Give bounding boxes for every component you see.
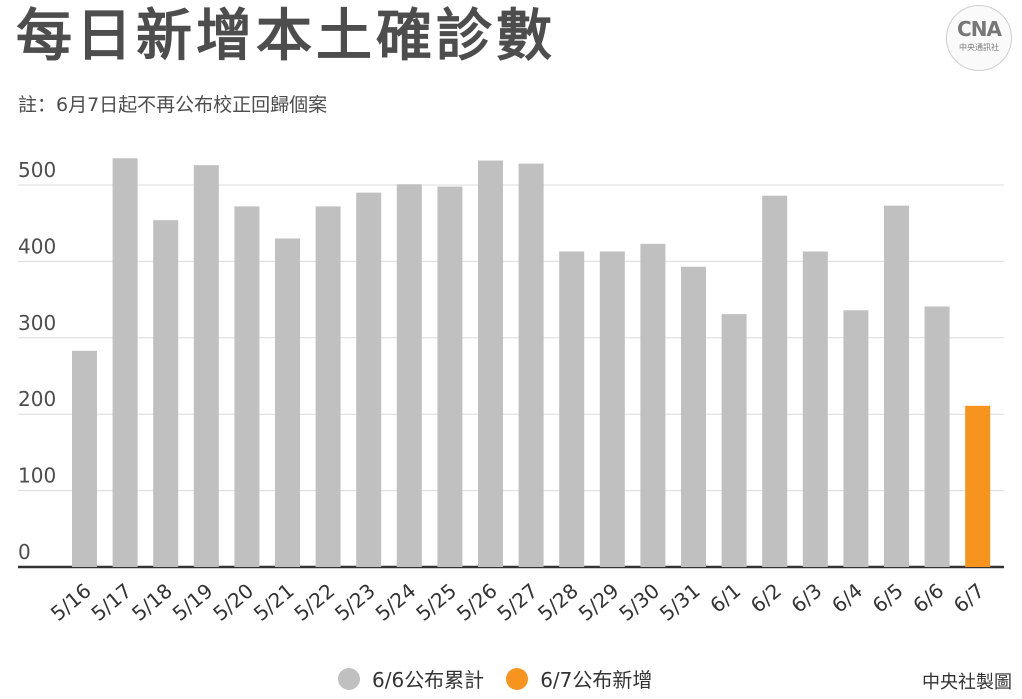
x-tick-label: 5/31 bbox=[655, 578, 705, 625]
x-tick-label: 6/1 bbox=[705, 578, 745, 617]
y-tick-label: 400 bbox=[18, 234, 56, 258]
x-tick-label: 6/6 bbox=[908, 578, 948, 617]
y-tick-label: 200 bbox=[18, 387, 56, 411]
bar-5-20 bbox=[234, 206, 260, 567]
bar-5-23 bbox=[356, 192, 382, 567]
bar-5-22 bbox=[315, 206, 341, 567]
bar-6-1 bbox=[721, 314, 747, 567]
bars bbox=[72, 158, 991, 568]
legend-label-cumulative: 6/6公布累計 bbox=[372, 668, 485, 692]
bar-6-7-new bbox=[965, 405, 991, 567]
credit: 中央社製圖 bbox=[922, 672, 1012, 693]
legend: 6/6公布累計 6/7公布新增 bbox=[338, 664, 674, 693]
x-axis-ticks: 5/165/175/185/195/205/215/225/235/245/25… bbox=[46, 578, 989, 625]
y-tick-label: 300 bbox=[18, 311, 56, 335]
x-tick-label: 5/16 bbox=[46, 578, 96, 625]
x-tick-label: 5/23 bbox=[330, 578, 380, 625]
x-tick-label: 5/30 bbox=[614, 578, 664, 625]
x-tick-label: 5/17 bbox=[86, 578, 136, 625]
x-tick-label: 5/18 bbox=[127, 578, 177, 625]
x-tick-label: 6/3 bbox=[786, 578, 826, 617]
x-tick-label: 5/19 bbox=[168, 578, 218, 625]
bar-5-29 bbox=[599, 251, 625, 567]
legend-label-new: 6/7公布新增 bbox=[540, 668, 653, 692]
legend-item-new: 6/7公布新增 bbox=[506, 664, 652, 693]
bar-6-3 bbox=[802, 251, 828, 567]
bar-5-21 bbox=[275, 238, 300, 568]
x-tick-label: 5/22 bbox=[289, 578, 339, 625]
x-tick-label: 5/27 bbox=[492, 578, 542, 625]
x-tick-label: 6/4 bbox=[827, 578, 867, 617]
y-tick-label: 100 bbox=[18, 464, 56, 488]
bar-6-5 bbox=[884, 205, 909, 568]
logo-text: 中央通訊社 bbox=[959, 43, 999, 52]
bar-5-18 bbox=[153, 220, 179, 568]
x-tick-label: 5/29 bbox=[574, 578, 624, 625]
bar-6-4 bbox=[843, 310, 869, 567]
x-tick-label: 5/20 bbox=[208, 578, 258, 625]
bar-5-31 bbox=[681, 266, 706, 567]
chart-note: 註：6月7日起不再公布校正回歸個案 bbox=[18, 94, 328, 116]
bar-5-30 bbox=[640, 243, 666, 567]
bar-5-28 bbox=[559, 251, 585, 567]
bar-6-2 bbox=[762, 195, 788, 568]
legend-swatch-new bbox=[506, 667, 529, 690]
y-tick-label: 0 bbox=[18, 540, 31, 564]
x-tick-label: 5/21 bbox=[249, 578, 299, 625]
x-tick-label: 5/24 bbox=[371, 578, 421, 625]
bar-5-25 bbox=[437, 186, 463, 567]
cna-logo: CNA 中央通訊社 bbox=[946, 5, 1012, 71]
x-tick-label: 5/26 bbox=[452, 578, 502, 625]
grid-lines bbox=[18, 184, 1004, 569]
x-tick-label: 6/2 bbox=[746, 578, 786, 617]
logo-mark: CNA bbox=[957, 17, 1002, 41]
x-tick-label: 5/25 bbox=[411, 578, 461, 625]
bar-5-19 bbox=[193, 165, 219, 568]
bar-5-16 bbox=[72, 350, 97, 567]
bar-6-6 bbox=[924, 306, 950, 567]
bar-5-17 bbox=[112, 158, 138, 567]
chart-title: 每日新增本土確診數 bbox=[16, 4, 556, 69]
y-axis-ticks: 0 100 200 300 400 500 bbox=[18, 158, 56, 564]
bar-5-24 bbox=[396, 184, 422, 567]
bar-5-26 bbox=[478, 160, 503, 567]
legend-swatch-cumulative bbox=[338, 667, 360, 690]
x-tick-label: 5/28 bbox=[533, 578, 583, 625]
y-tick-label: 500 bbox=[18, 158, 56, 182]
bar-5-27 bbox=[518, 163, 544, 567]
legend-item-cumulative: 6/6公布累計 bbox=[338, 664, 484, 693]
x-tick-label: 6/5 bbox=[868, 578, 908, 617]
x-tick-label: 6/7 bbox=[949, 578, 989, 617]
